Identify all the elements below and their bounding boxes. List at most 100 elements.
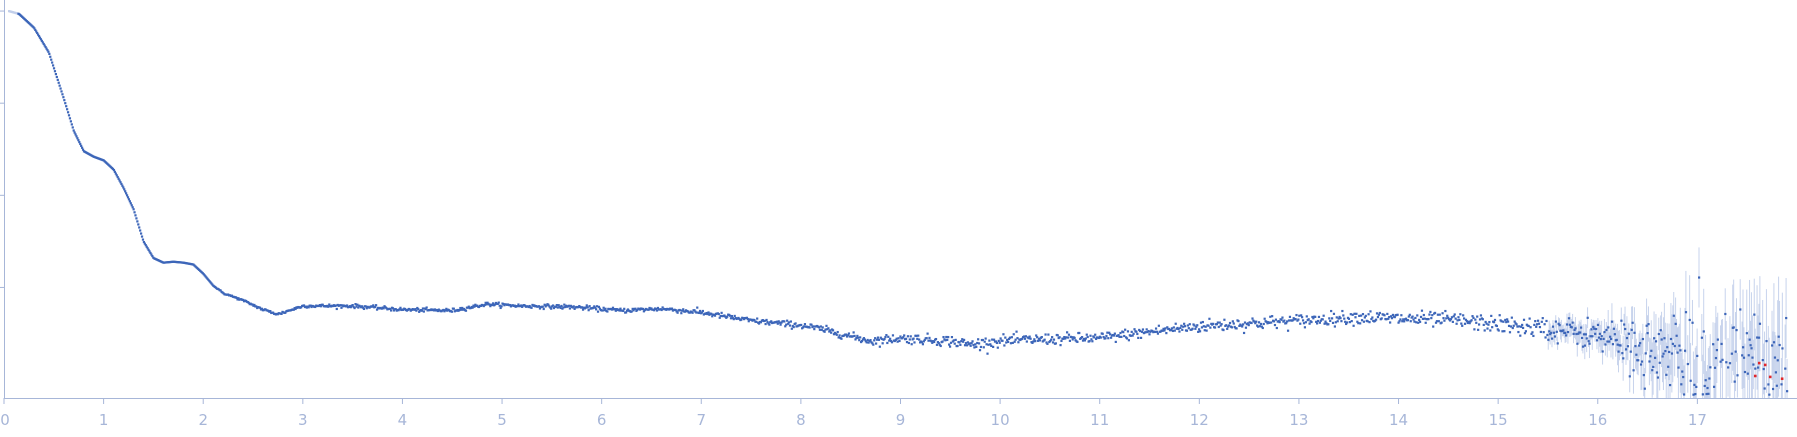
data-point bbox=[1477, 323, 1481, 326]
data-point bbox=[730, 314, 734, 318]
data-point bbox=[1259, 322, 1263, 326]
data-point bbox=[75, 135, 78, 138]
data-point bbox=[143, 242, 146, 245]
data-point bbox=[1251, 317, 1254, 320]
data-point bbox=[1493, 318, 1497, 322]
data-point bbox=[1344, 320, 1347, 323]
data-point bbox=[1631, 321, 1634, 324]
data-point bbox=[1497, 329, 1500, 332]
data-point bbox=[1090, 338, 1093, 341]
data-point bbox=[1688, 318, 1691, 322]
data-point bbox=[1616, 343, 1619, 346]
data-point bbox=[117, 177, 120, 180]
data-point bbox=[422, 310, 425, 313]
data-point bbox=[1095, 337, 1098, 341]
data-point bbox=[129, 202, 132, 205]
data-point bbox=[1036, 336, 1039, 339]
data-point bbox=[890, 341, 894, 344]
data-point bbox=[729, 317, 733, 320]
data-point bbox=[1634, 345, 1637, 348]
data-point bbox=[1562, 329, 1565, 332]
data-point bbox=[1052, 338, 1056, 341]
data-point bbox=[700, 311, 704, 314]
data-point bbox=[1163, 329, 1166, 332]
data-point bbox=[1593, 327, 1596, 330]
data-point bbox=[1556, 342, 1559, 345]
data-point bbox=[219, 289, 222, 292]
data-point bbox=[1751, 356, 1754, 359]
data-point bbox=[1623, 323, 1626, 326]
data-point bbox=[1511, 326, 1514, 330]
data-point bbox=[1125, 337, 1129, 340]
data-point bbox=[1430, 317, 1433, 320]
data-point bbox=[260, 307, 263, 310]
data-point bbox=[1571, 321, 1574, 324]
x-tick-label: 17 bbox=[1688, 411, 1707, 429]
data-point bbox=[1566, 330, 1570, 334]
data-point bbox=[997, 339, 1000, 343]
data-point bbox=[905, 340, 909, 344]
data-point bbox=[1270, 321, 1273, 324]
x-tick-label: 5 bbox=[497, 411, 507, 429]
data-point bbox=[1659, 329, 1662, 332]
data-point bbox=[1231, 320, 1234, 323]
data-point bbox=[1724, 312, 1727, 316]
data-point bbox=[473, 305, 476, 308]
data-point bbox=[1736, 374, 1739, 377]
data-point bbox=[970, 342, 973, 345]
data-point bbox=[894, 338, 897, 342]
data-point bbox=[650, 307, 653, 310]
data-point bbox=[611, 306, 615, 309]
data-point bbox=[485, 303, 488, 306]
data-point bbox=[1280, 318, 1283, 321]
data-point bbox=[939, 344, 942, 348]
data-point bbox=[1709, 366, 1712, 369]
data-point bbox=[643, 309, 646, 312]
data-point bbox=[992, 338, 996, 341]
data-point bbox=[887, 335, 890, 338]
data-point bbox=[708, 313, 711, 316]
data-point bbox=[1590, 328, 1593, 331]
data-point bbox=[73, 131, 76, 134]
data-point bbox=[1390, 317, 1394, 320]
data-point bbox=[424, 308, 427, 311]
data-point bbox=[1529, 326, 1532, 329]
data-point bbox=[1767, 383, 1770, 386]
data-point bbox=[1182, 325, 1185, 328]
data-point bbox=[1621, 352, 1624, 355]
data-point bbox=[992, 345, 995, 349]
data-point bbox=[1334, 321, 1337, 324]
data-point bbox=[622, 309, 625, 313]
data-point bbox=[1235, 327, 1238, 330]
data-point bbox=[593, 305, 596, 308]
data-point bbox=[832, 333, 836, 336]
data-point bbox=[988, 339, 991, 342]
data-point bbox=[81, 146, 84, 149]
data-point bbox=[863, 338, 866, 341]
data-point bbox=[552, 306, 556, 310]
data-point bbox=[77, 139, 80, 142]
data-point bbox=[867, 341, 870, 344]
data-point bbox=[810, 323, 813, 326]
data-point bbox=[126, 196, 130, 199]
data-point bbox=[1679, 349, 1682, 352]
data-point bbox=[1059, 344, 1062, 347]
data-point bbox=[1476, 315, 1479, 318]
data-point bbox=[1568, 323, 1571, 326]
data-point bbox=[1735, 329, 1738, 332]
data-point bbox=[445, 307, 448, 310]
data-point bbox=[1257, 325, 1260, 328]
data-point bbox=[584, 306, 587, 309]
y-axis-ticks bbox=[0, 10, 5, 288]
data-point bbox=[1033, 338, 1036, 341]
data-point bbox=[968, 342, 971, 345]
data-point bbox=[889, 339, 893, 343]
data-point bbox=[746, 317, 749, 321]
data-point bbox=[1551, 337, 1554, 340]
data-point bbox=[207, 278, 210, 282]
data-point bbox=[1310, 320, 1313, 324]
data-point bbox=[1081, 339, 1085, 342]
data-point bbox=[1411, 315, 1414, 318]
data-point bbox=[355, 305, 358, 308]
data-point bbox=[1137, 336, 1140, 339]
